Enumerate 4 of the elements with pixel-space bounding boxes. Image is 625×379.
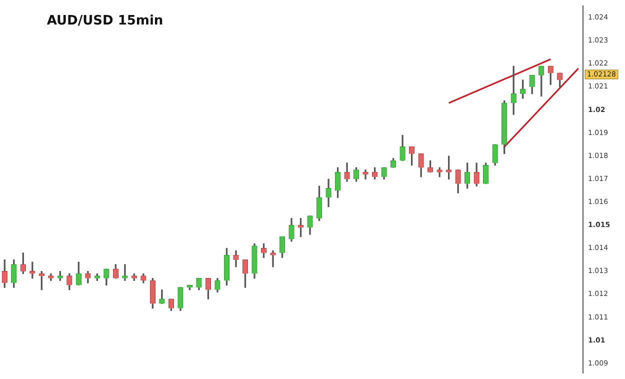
candlestick — [362, 170, 368, 180]
candlestick — [270, 250, 276, 268]
text: AUD/USD 15min — [46, 14, 164, 29]
candlestick — [122, 264, 128, 281]
